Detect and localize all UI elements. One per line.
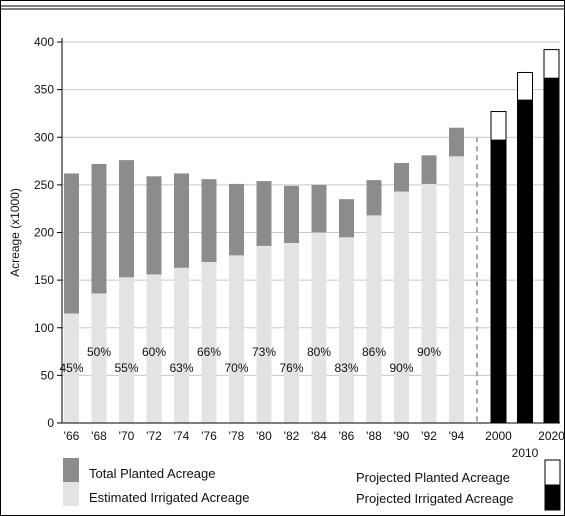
percent-label: 60% [142, 345, 166, 359]
x-tick-label: '74 [174, 429, 190, 443]
x-tick-label: '70 [119, 429, 135, 443]
irrigated-bar [284, 242, 299, 423]
irrigated-bar [64, 313, 79, 423]
x-tick-label: '84 [311, 429, 327, 443]
irrigated-bar [119, 277, 134, 423]
percent-label: 73% [252, 345, 276, 359]
x-tick-label: '82 [284, 429, 300, 443]
y-tick-label: 300 [34, 130, 54, 144]
irrigated-bar [339, 237, 354, 423]
legend-swatch [63, 458, 79, 482]
percent-label: 70% [224, 361, 248, 375]
projected-irrigated-bar [543, 77, 560, 424]
irrigated-bar [366, 215, 382, 423]
x-tick-label: '76 [201, 429, 217, 443]
percent-label: 45% [59, 361, 83, 375]
y-tick-label: 200 [34, 226, 54, 240]
legend-swatch [63, 482, 79, 506]
irrigated-bar [201, 262, 217, 423]
y-tick-label: 350 [34, 83, 54, 97]
irrigated-bar [174, 267, 189, 423]
percent-label: 90% [417, 345, 441, 359]
x-tick-label: '90 [394, 429, 410, 443]
x-tick-label: '80 [256, 429, 272, 443]
percent-label: 66% [197, 345, 221, 359]
legend-label: Estimated Irrigated Acreage [89, 490, 249, 505]
y-tick-label: 150 [34, 273, 54, 287]
irrigated-bar [394, 191, 409, 423]
x-tick-label: '72 [146, 429, 162, 443]
legend-swatch [544, 484, 561, 511]
x-tick-label: 2000 [485, 429, 512, 443]
irrigated-bar [256, 245, 272, 423]
y-axis-title: Acreage (x1000) [8, 188, 22, 277]
y-tick-label: 100 [34, 321, 54, 335]
percent-label: 76% [279, 361, 303, 375]
x-tick-label: '78 [229, 429, 245, 443]
percent-label: 80% [307, 345, 331, 359]
legend-label: Total Planted Acreage [89, 466, 215, 481]
percent-label: 86% [362, 345, 386, 359]
x-tick-label: '66 [64, 429, 80, 443]
projected-irrigated-bar [517, 99, 533, 424]
irrigated-bar [421, 183, 437, 423]
y-tick-label: 250 [34, 178, 54, 192]
projected-irrigated-bar [490, 139, 507, 424]
percent-label: 63% [169, 361, 193, 375]
y-tick-label: 50 [41, 368, 55, 382]
irrigated-bar [449, 156, 464, 424]
x-tick-label: 2010 [512, 446, 539, 460]
irrigated-bar [311, 232, 327, 423]
legend-label: Projected Planted Acreage [356, 470, 510, 485]
x-tick-label: '68 [91, 429, 107, 443]
legend-label: Projected Irrigated Acreage [356, 491, 514, 506]
x-tick-label: '86 [339, 429, 355, 443]
x-tick-label: '88 [366, 429, 382, 443]
irrigated-bar [146, 274, 162, 423]
x-tick-label: '92 [421, 429, 437, 443]
y-tick-label: 400 [34, 35, 54, 49]
percent-label: 90% [389, 361, 413, 375]
legend-swatch [544, 459, 561, 486]
percent-label: 83% [334, 361, 358, 375]
x-tick-label: '94 [449, 429, 465, 443]
percent-label: 50% [87, 345, 111, 359]
percent-label: 55% [114, 361, 138, 375]
y-tick-label: 0 [47, 416, 54, 430]
irrigated-bar [91, 293, 107, 423]
irrigated-bar [229, 255, 244, 423]
x-tick-label: 2020 [538, 429, 565, 443]
